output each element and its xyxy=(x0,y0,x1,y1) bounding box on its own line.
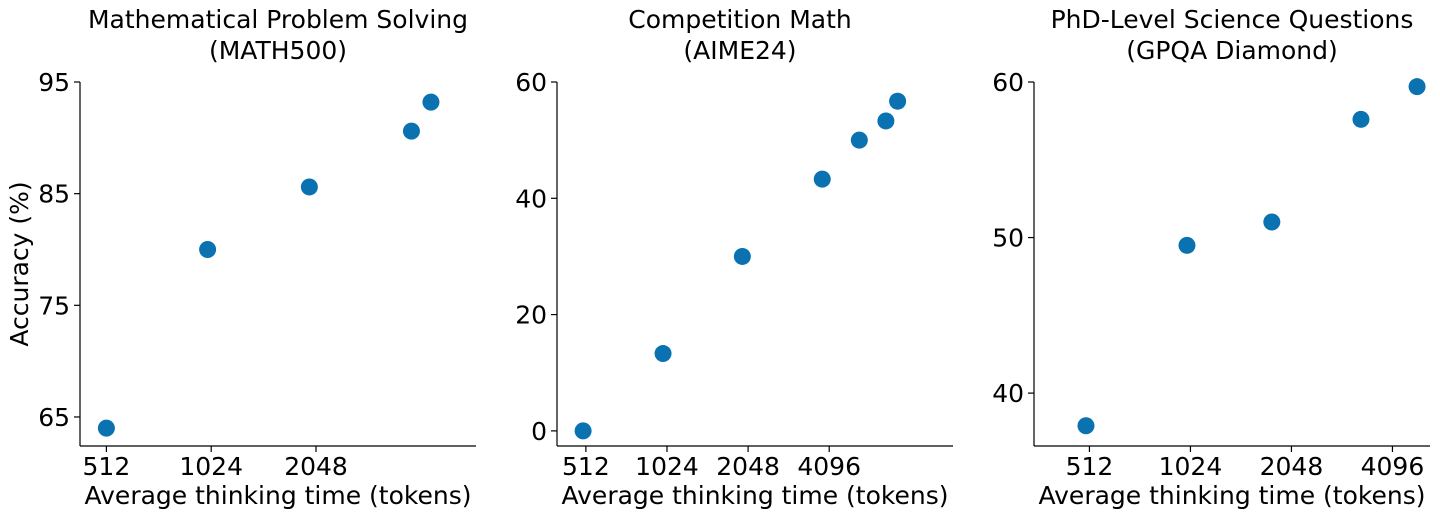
x-tick-label: 512 xyxy=(562,452,610,481)
panel-math500: Mathematical Problem Solving(MATH500) 512… xyxy=(5,5,476,510)
data-point xyxy=(850,131,868,149)
y-tick-label: 40 xyxy=(992,379,1024,408)
x-tick-label: 512 xyxy=(83,452,131,481)
x-tick-label: 2048 xyxy=(1260,452,1324,481)
chart-title-line-2: (AIME24) xyxy=(683,36,796,65)
x-axis-label: Average thinking time (tokens) xyxy=(1039,481,1426,510)
chart-title-line-1: PhD-Level Science Questions xyxy=(1051,5,1414,34)
x-tick-label: 2048 xyxy=(284,452,348,481)
panel-aime24: Competition Math(AIME24) 512 1024 2048 4096 0… xyxy=(515,5,953,510)
x-tick-label: 1024 xyxy=(635,452,699,481)
data-point xyxy=(877,112,895,130)
data-point xyxy=(402,122,420,140)
data-point xyxy=(889,92,907,110)
y-tick-label: 60 xyxy=(992,68,1024,97)
data-point xyxy=(1178,236,1196,254)
y-tick-label: 95 xyxy=(38,68,70,97)
data-point xyxy=(813,170,831,188)
data-point xyxy=(1263,213,1281,231)
x-axis-label: Average thinking time (tokens) xyxy=(562,481,949,510)
chart-title-line-2: (MATH500) xyxy=(209,36,347,65)
y-tick-label: 60 xyxy=(515,68,547,97)
chart-title-line-1: Mathematical Problem Solving xyxy=(88,5,468,34)
y-axis-label: Accuracy (%) xyxy=(5,181,34,346)
data-point xyxy=(654,345,672,363)
y-tick-label: 40 xyxy=(515,184,547,213)
x-tick-label: 4096 xyxy=(797,452,861,481)
data-point xyxy=(97,419,115,437)
data-point xyxy=(1408,78,1426,96)
data-point xyxy=(574,422,592,440)
x-tick-label: 512 xyxy=(1066,452,1114,481)
data-point xyxy=(733,247,751,265)
x-tick-label: 2048 xyxy=(716,452,780,481)
y-tick-label: 50 xyxy=(992,224,1024,253)
panel-gpqa-diamond: PhD-Level Science Questions(GPQA Diamond… xyxy=(992,5,1430,510)
y-tick-label: 65 xyxy=(38,403,70,432)
y-tick-label: 85 xyxy=(38,180,70,209)
data-point xyxy=(300,178,318,196)
y-tick-label: 20 xyxy=(515,301,547,330)
chart-title-line-2: (GPQA Diamond) xyxy=(1126,36,1338,65)
y-tick-label: 0 xyxy=(531,417,547,446)
data-point xyxy=(1352,110,1370,128)
data-point xyxy=(1077,417,1095,435)
chart-title-line-1: Competition Math xyxy=(628,5,851,34)
x-tick-label: 1024 xyxy=(179,452,243,481)
y-tick-label: 75 xyxy=(38,291,70,320)
data-point xyxy=(199,240,217,258)
x-tick-label: 4096 xyxy=(1361,452,1425,481)
x-axis-label: Average thinking time (tokens) xyxy=(85,481,472,510)
data-point xyxy=(422,93,440,111)
x-tick-label: 1024 xyxy=(1159,452,1223,481)
